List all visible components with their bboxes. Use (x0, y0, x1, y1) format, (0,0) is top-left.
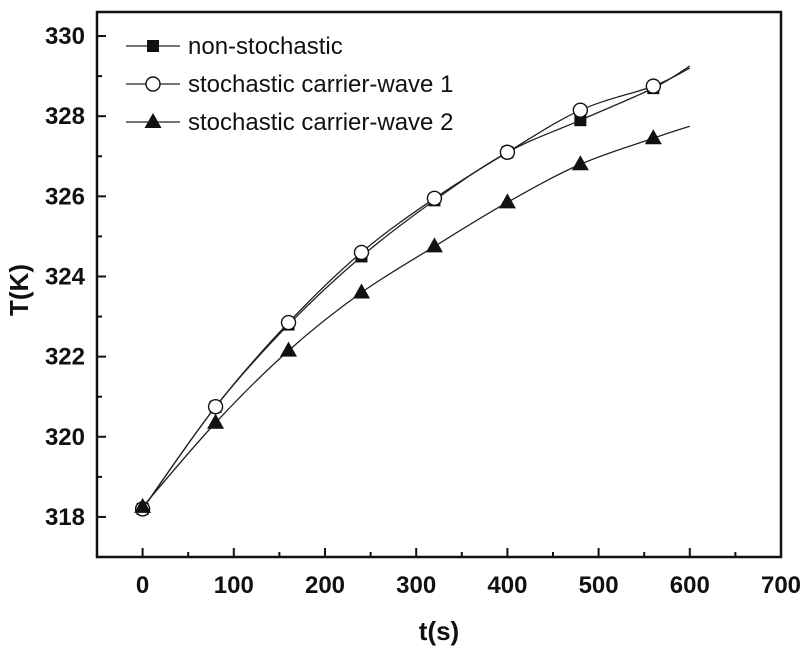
series-2-line (142, 67, 691, 510)
legend-item-2: stochastic carrier-wave 1 (126, 71, 453, 98)
x-tick-label-200: 200 (305, 572, 345, 599)
series-3-line (142, 125, 691, 508)
legend-item-1: non-stochastic (126, 33, 343, 60)
legend-label: stochastic carrier-wave 1 (188, 71, 453, 98)
y-tick-label-320: 320 (45, 424, 85, 451)
legend-label: non-stochastic (188, 33, 343, 60)
x-tick-label-100: 100 (214, 572, 254, 599)
legend-marker (147, 40, 159, 52)
series-2-point (645, 78, 662, 94)
x-axis-title: t(s) (419, 616, 459, 646)
plot-frame (95, 10, 783, 559)
legend-label: stochastic carrier-wave 2 (188, 109, 453, 136)
legend-item-3: stochastic carrier-wave 2 (126, 109, 453, 136)
series-3-point (425, 237, 443, 253)
x-tick-label-0: 0 (136, 572, 149, 599)
y-tick-label-328: 328 (45, 103, 85, 130)
x-tick-label-400: 400 (487, 572, 527, 599)
series-3-point (280, 341, 298, 357)
y-tick-label-318: 318 (45, 504, 85, 531)
ticks: 0 100 200 300 400 500 600 700 318 320 322 324 326 328… (45, 23, 801, 599)
series-2-point (207, 399, 224, 415)
legend-marker (145, 76, 161, 92)
series-2-point (353, 244, 370, 261)
series-3-point (207, 413, 225, 429)
y-axis-title: T(K) (4, 264, 34, 316)
legend-marker (144, 113, 162, 128)
series-2-point (280, 314, 297, 331)
series-2-point (499, 144, 516, 160)
x-tick-label-300: 300 (396, 572, 436, 599)
series-3 (134, 125, 691, 513)
series-3-point (134, 497, 152, 513)
y-tick-label-322: 322 (45, 344, 85, 371)
x-tick-label-700: 700 (761, 572, 801, 599)
series-2-point (572, 102, 589, 118)
y-tick-label-330: 330 (45, 23, 85, 50)
y-tick-label-324: 324 (45, 263, 86, 290)
series-3-point (352, 283, 370, 299)
series-2-point (426, 190, 443, 207)
y-tick-label-326: 326 (45, 183, 85, 210)
legend: non-stochastic stochastic carrier-wave 1 s… (126, 33, 453, 136)
series-3-point (644, 129, 662, 145)
x-tick-label-500: 500 (579, 572, 619, 599)
series-layer (134, 65, 691, 517)
x-tick-label-600: 600 (670, 572, 710, 599)
series-3-point (571, 155, 589, 171)
series-3-point (498, 193, 516, 209)
